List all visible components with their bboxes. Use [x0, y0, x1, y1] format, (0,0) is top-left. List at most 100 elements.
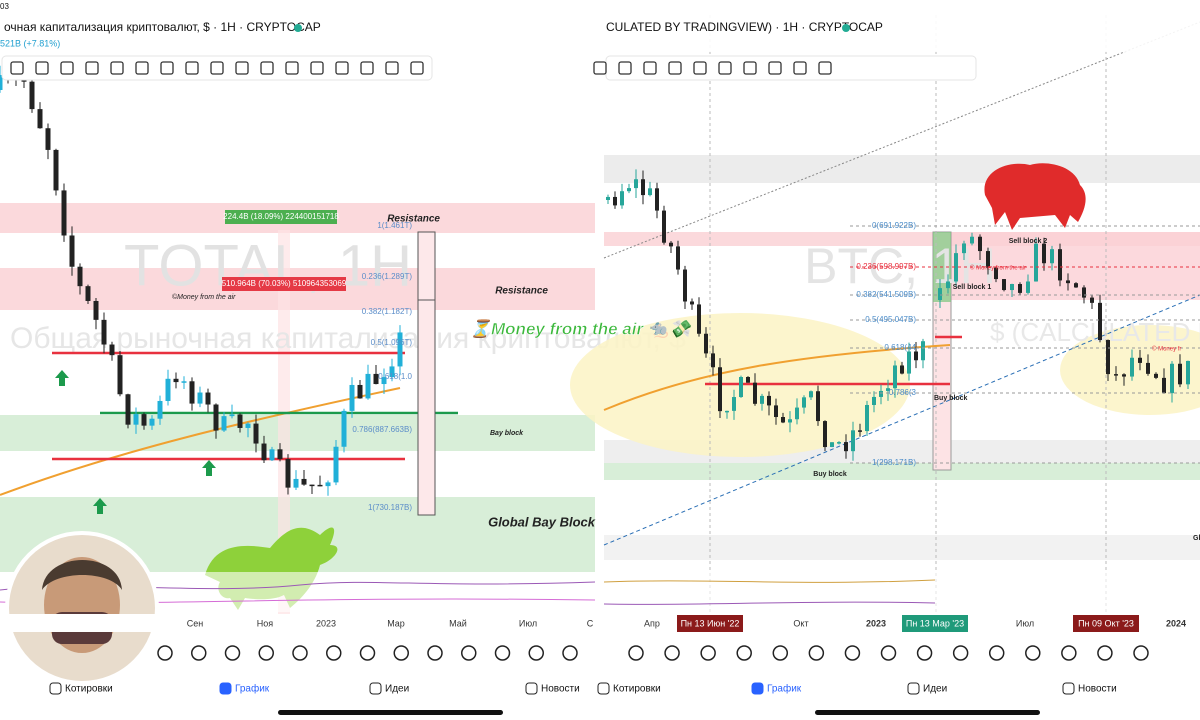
tool-icon[interactable] [818, 61, 832, 75]
time: 03 [0, 2, 9, 11]
candle-body [872, 396, 876, 405]
tool-icon[interactable] [10, 61, 24, 75]
grey-zone [604, 155, 1200, 183]
action-icon[interactable] [326, 645, 342, 661]
measure-up-box [225, 210, 337, 224]
tool-icon[interactable] [768, 61, 782, 75]
nav-label[interactable]: Котировки [65, 684, 113, 695]
tool-icon[interactable] [85, 61, 99, 75]
candle-body [851, 430, 855, 452]
action-icon[interactable] [191, 645, 207, 661]
tool-icon[interactable] [185, 61, 199, 75]
action-icon[interactable] [988, 645, 1005, 661]
x-tick-highlight [1073, 615, 1139, 632]
action-icon[interactable] [528, 645, 544, 661]
action-icon[interactable] [359, 645, 376, 661]
watermark-sub: Общая рыночная капитализация криптовалют… [10, 322, 686, 355]
action-icon[interactable] [1097, 645, 1113, 661]
action-icon[interactable] [952, 645, 969, 661]
candle-body [697, 304, 701, 334]
tool-icon[interactable] [260, 61, 274, 75]
action-icon[interactable] [224, 645, 241, 661]
nav-label[interactable]: Новости [1078, 684, 1117, 695]
nav-icon[interactable] [1062, 682, 1075, 695]
tool-icon[interactable] [60, 61, 74, 75]
action-icon[interactable] [258, 645, 274, 661]
candle-body [711, 353, 715, 368]
action-icon[interactable] [664, 645, 680, 661]
nav-icon[interactable] [907, 682, 920, 695]
tool-icon[interactable] [35, 61, 49, 75]
nav-icon[interactable] [219, 682, 232, 695]
action-icon[interactable] [880, 645, 897, 661]
tool-icon[interactable] [410, 61, 424, 75]
nav-icon[interactable] [525, 682, 538, 695]
up-arrow [202, 460, 216, 476]
nav-label[interactable]: Новости [541, 684, 580, 695]
tool-icon[interactable] [593, 61, 607, 75]
candle-body [994, 267, 998, 280]
candle-body [285, 459, 291, 488]
nav-icon[interactable] [49, 682, 62, 695]
x-axis [0, 614, 595, 632]
action-icon[interactable] [157, 645, 173, 661]
action-icon[interactable] [916, 645, 933, 661]
tool-icon[interactable] [235, 61, 249, 75]
tool-icon[interactable] [693, 61, 707, 75]
action-icon[interactable] [427, 645, 443, 661]
tool-icon[interactable] [618, 61, 632, 75]
action-icon[interactable] [494, 645, 511, 661]
action-icon[interactable] [461, 645, 477, 661]
nav-icon[interactable] [369, 682, 382, 695]
action-icon[interactable] [808, 645, 825, 661]
fib-label: 0(691.922B) [872, 221, 916, 230]
tool-icon[interactable] [743, 61, 757, 75]
candle-body [1090, 297, 1094, 303]
nav-label[interactable]: График [235, 683, 270, 695]
action-icon[interactable] [772, 645, 789, 661]
nav-icon[interactable] [751, 682, 764, 695]
action-icon[interactable] [393, 645, 409, 661]
candle-body [37, 109, 43, 129]
candle-body [648, 188, 652, 196]
tool-icon[interactable] [310, 61, 324, 75]
fib-label: 0.786(887.663B) [352, 425, 412, 434]
tool-icon[interactable] [285, 61, 299, 75]
candle-body [1138, 357, 1142, 363]
tool-icon[interactable] [335, 61, 349, 75]
action-icon[interactable] [1061, 645, 1077, 661]
zone-label: Sell block 2 [1009, 238, 1048, 245]
nav-label[interactable]: График [767, 683, 802, 695]
tool-icon[interactable] [210, 61, 224, 75]
tool-icon[interactable] [718, 61, 732, 75]
nav-label[interactable]: Идеи [385, 684, 409, 695]
tool-icon[interactable] [110, 61, 124, 75]
action-icon[interactable] [562, 645, 578, 661]
nav-icon[interactable] [597, 682, 610, 695]
action-icon[interactable] [1133, 645, 1149, 661]
zone-label: Resistance [495, 286, 548, 297]
action-icon[interactable] [628, 645, 644, 661]
tool-icon[interactable] [135, 61, 149, 75]
candle-body [760, 395, 764, 404]
action-icon[interactable] [1025, 645, 1041, 661]
action-icon[interactable] [292, 645, 308, 661]
candle-body [1066, 280, 1070, 284]
home-indicator [278, 710, 503, 715]
nav-label[interactable]: Котировки [613, 684, 661, 695]
action-icon[interactable] [700, 645, 716, 661]
tool-icon[interactable] [793, 61, 807, 75]
action-icon[interactable] [736, 645, 752, 661]
tool-icon[interactable] [385, 61, 399, 75]
candle-body [1170, 363, 1174, 394]
indicator-pane [604, 572, 1200, 612]
nav-label[interactable]: Идеи [923, 684, 947, 695]
candle-body [837, 442, 841, 444]
trend-line [603, 294, 1200, 546]
tool-icon[interactable] [160, 61, 174, 75]
action-icon[interactable] [844, 645, 861, 661]
tool-icon[interactable] [668, 61, 682, 75]
candle-body [802, 397, 806, 408]
tool-icon[interactable] [643, 61, 657, 75]
tool-icon[interactable] [360, 61, 374, 75]
